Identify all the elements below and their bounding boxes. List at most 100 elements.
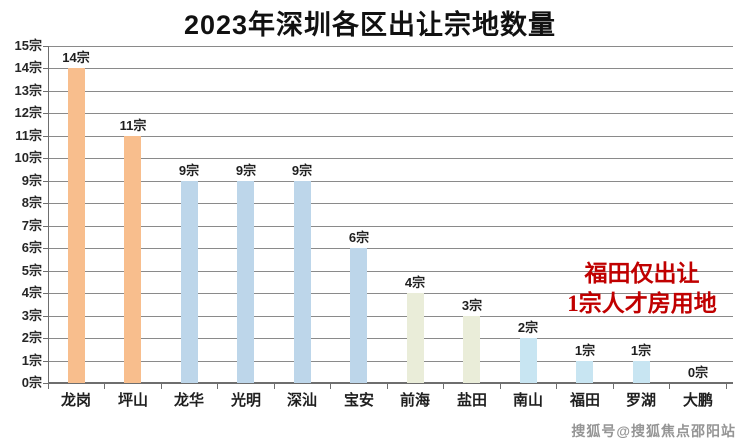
gridline xyxy=(48,68,733,69)
y-axis-line xyxy=(48,45,49,383)
y-axis-tick xyxy=(43,270,48,272)
annotation: 福田仅出让 1宗人才房用地 xyxy=(542,259,740,319)
chart-bar xyxy=(576,360,593,383)
gridline xyxy=(48,113,733,114)
y-axis-label: 3宗 xyxy=(21,307,42,323)
gridline xyxy=(48,135,733,137)
x-axis-tick xyxy=(274,383,275,389)
gridline xyxy=(48,293,733,294)
bar-value-label: 2宗 xyxy=(517,320,539,335)
chart-bar xyxy=(294,180,311,383)
y-axis-label: 11宗 xyxy=(15,127,42,143)
bar-value-label: 1宗 xyxy=(574,342,596,358)
x-axis-tick xyxy=(556,383,557,389)
bar-value-label: 4宗 xyxy=(404,275,426,290)
x-axis-line xyxy=(48,382,733,384)
x-axis-label: 深汕 xyxy=(286,392,317,409)
y-axis-tick xyxy=(43,248,48,249)
y-axis-tick xyxy=(43,68,48,69)
y-axis-label: 15宗 xyxy=(14,37,42,53)
x-axis-tick xyxy=(500,383,501,389)
gridline xyxy=(48,225,733,227)
x-axis-tick xyxy=(48,383,49,389)
y-axis-tick xyxy=(43,338,48,339)
bar-value-label: 0宗 xyxy=(687,365,709,380)
x-axis-label: 光明 xyxy=(230,392,261,409)
gridline xyxy=(48,360,733,362)
chart-title: 2023年深圳各区出让宗地数量 xyxy=(183,10,557,40)
x-axis-label: 宝安 xyxy=(343,392,374,409)
chart-bar xyxy=(407,293,424,383)
x-axis-tick xyxy=(613,383,614,389)
y-axis-tick xyxy=(43,315,48,317)
y-axis-tick xyxy=(43,180,48,182)
bar-value-label: 11宗 xyxy=(119,117,147,133)
y-axis-label: 13宗 xyxy=(14,82,42,98)
y-axis-label: 8宗 xyxy=(21,195,42,210)
chart-bar xyxy=(463,315,480,383)
y-axis-tick xyxy=(43,113,48,114)
gridline xyxy=(48,338,733,339)
chart-bar xyxy=(237,180,254,383)
x-axis-label: 南山 xyxy=(512,392,543,409)
gridline xyxy=(48,45,733,47)
bar-value-label: 9宗 xyxy=(235,162,257,178)
gridline xyxy=(48,270,733,272)
gridline xyxy=(48,203,733,204)
bar-value-label: 9宗 xyxy=(178,162,200,178)
y-axis-tick xyxy=(43,135,48,137)
y-axis-label: 6宗 xyxy=(21,240,42,255)
x-axis-label: 福田 xyxy=(569,392,600,409)
gridline xyxy=(48,158,733,159)
annotation-line-2: 1宗人才房用地 xyxy=(567,291,717,316)
y-axis-label: 5宗 xyxy=(21,262,42,278)
chart-bar xyxy=(633,360,650,383)
y-axis-label: 7宗 xyxy=(21,217,42,233)
y-axis-tick xyxy=(43,203,48,204)
bar-value-label: 1宗 xyxy=(630,342,652,358)
y-axis-tick xyxy=(43,225,48,227)
y-axis-label: 0宗 xyxy=(21,375,42,390)
x-axis-tick xyxy=(726,383,727,389)
y-axis-label: 2宗 xyxy=(21,330,42,345)
x-axis-label: 盐田 xyxy=(456,392,487,409)
y-axis-label: 4宗 xyxy=(21,285,42,300)
chart-bar xyxy=(124,135,141,383)
y-axis-label: 12宗 xyxy=(14,105,42,120)
bar-value-label: 9宗 xyxy=(291,162,313,178)
y-axis-label: 14宗 xyxy=(14,60,42,75)
x-axis-tick xyxy=(330,383,331,389)
x-axis-tick xyxy=(217,383,218,389)
chart-bar xyxy=(520,338,537,383)
watermark: 搜狐号@搜狐焦点邵阳站 xyxy=(571,423,736,439)
bar-value-label: 6宗 xyxy=(348,230,370,245)
x-axis-tick xyxy=(669,383,670,389)
gridline xyxy=(48,180,733,182)
x-axis-tick xyxy=(443,383,444,389)
chart-bar xyxy=(181,180,198,383)
y-axis-label: 9宗 xyxy=(21,172,42,188)
gridline xyxy=(48,315,733,317)
x-axis-tick xyxy=(387,383,388,389)
bar-value-label: 14宗 xyxy=(62,50,90,65)
chart-bar xyxy=(68,68,85,383)
y-axis-label: 10宗 xyxy=(14,150,42,165)
chart-bar xyxy=(350,248,367,383)
x-axis-label: 龙华 xyxy=(173,392,204,409)
y-axis-tick xyxy=(43,45,48,47)
x-axis-label: 前海 xyxy=(399,392,430,409)
x-axis-label: 坪山 xyxy=(117,392,148,409)
gridline xyxy=(48,90,733,92)
bar-value-label: 3宗 xyxy=(461,297,483,313)
y-axis-tick xyxy=(43,383,48,384)
x-axis-label: 罗湖 xyxy=(625,392,656,409)
y-axis-tick xyxy=(43,293,48,294)
y-axis-label: 1宗 xyxy=(21,352,42,368)
y-axis-tick xyxy=(43,158,48,159)
x-axis-tick xyxy=(104,383,105,389)
x-axis-label: 龙岗 xyxy=(60,392,91,409)
annotation-line-1: 福田仅出让 xyxy=(584,261,700,286)
x-axis-label: 大鹏 xyxy=(682,392,713,409)
y-axis-tick xyxy=(43,90,48,92)
